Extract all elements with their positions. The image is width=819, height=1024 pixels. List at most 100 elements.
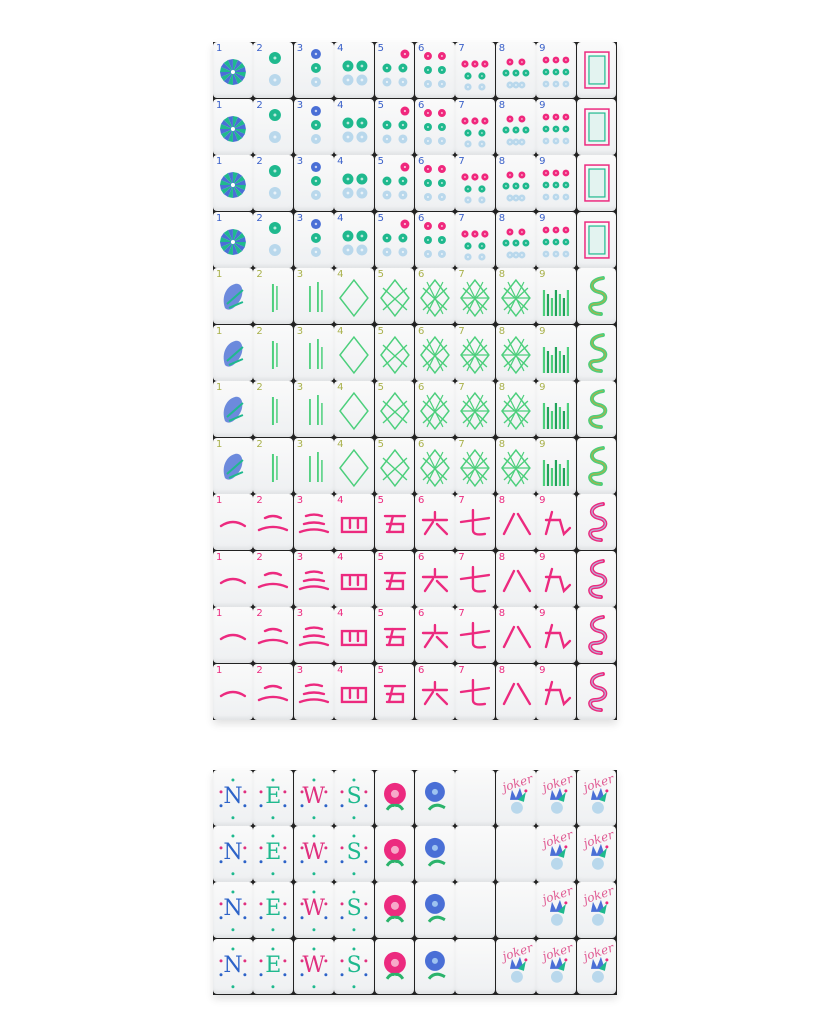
joker-tile[interactable]: joker — [495, 770, 536, 826]
joker-tile[interactable]: joker — [536, 826, 577, 882]
dots-9-tile[interactable]: 9 — [536, 211, 577, 268]
e-tile[interactable]: E — [253, 826, 294, 882]
e-tile[interactable]: E — [253, 770, 294, 826]
bamboo-2-tile[interactable]: 2 — [253, 381, 294, 437]
dots-9-tile[interactable]: 9 — [536, 155, 577, 211]
joker-tile[interactable]: joker — [576, 938, 617, 995]
dots-2-tile[interactable]: 2 — [253, 42, 294, 98]
pink-flower-tile[interactable] — [374, 826, 415, 882]
characters-3-tile[interactable]: 3 — [293, 494, 334, 550]
s-tile[interactable]: S — [334, 826, 375, 882]
s-tile[interactable]: S — [334, 938, 375, 995]
bamboo-6-tile[interactable]: 6 — [414, 268, 455, 324]
s-tile[interactable]: S — [334, 882, 375, 939]
bamboo-9-tile[interactable]: 9 — [536, 381, 577, 437]
bamboo-2-tile[interactable]: 2 — [253, 324, 294, 381]
characters-8-tile[interactable]: 8 — [495, 550, 536, 607]
bamboo-5-tile[interactable]: 5 — [374, 268, 415, 324]
w-tile[interactable]: W — [293, 882, 334, 939]
n-tile[interactable]: N — [213, 882, 253, 939]
joker-tile[interactable]: joker — [576, 826, 617, 882]
characters-3-tile[interactable]: 3 — [293, 550, 334, 607]
joker-tile[interactable]: joker — [576, 770, 617, 826]
characters-8-tile[interactable]: 8 — [495, 663, 536, 720]
bamboo-6-tile[interactable]: 6 — [414, 381, 455, 437]
joker-tile[interactable]: joker — [536, 938, 577, 995]
dots-4-tile[interactable]: 4 — [334, 98, 375, 155]
blank-tile[interactable] — [495, 826, 536, 882]
characters-7-tile[interactable]: 7 — [455, 607, 496, 663]
pink-flower-tile[interactable] — [374, 770, 415, 826]
dots-5-tile[interactable]: 5 — [374, 155, 415, 211]
bamboo-4-tile[interactable]: 4 — [334, 268, 375, 324]
bamboo-7-tile[interactable]: 7 — [455, 437, 496, 494]
dots-8-tile[interactable]: 8 — [495, 211, 536, 268]
blank-tile[interactable] — [455, 770, 496, 826]
characters-5-tile[interactable]: 5 — [374, 663, 415, 720]
blue-flower-tile[interactable] — [414, 770, 455, 826]
dots-7-tile[interactable]: 7 — [455, 42, 496, 98]
characters-5-tile[interactable]: 5 — [374, 494, 415, 550]
characters-3-tile[interactable]: 3 — [293, 663, 334, 720]
dots-2-tile[interactable]: 2 — [253, 155, 294, 211]
dots-1-tile[interactable]: 1 — [213, 211, 253, 268]
bamboo-5-tile[interactable]: 5 — [374, 437, 415, 494]
characters-9-tile[interactable]: 9 — [536, 494, 577, 550]
bamboo-3-tile[interactable]: 3 — [293, 381, 334, 437]
white-dragon-tile[interactable] — [576, 155, 617, 211]
blank-tile[interactable] — [455, 882, 496, 939]
dots-4-tile[interactable]: 4 — [334, 42, 375, 98]
dots-9-tile[interactable]: 9 — [536, 98, 577, 155]
characters-6-tile[interactable]: 6 — [414, 550, 455, 607]
characters-2-tile[interactable]: 2 — [253, 663, 294, 720]
characters-2-tile[interactable]: 2 — [253, 550, 294, 607]
n-tile[interactable]: N — [213, 826, 253, 882]
characters-6-tile[interactable]: 6 — [414, 607, 455, 663]
characters-8-tile[interactable]: 8 — [495, 607, 536, 663]
bamboo-3-tile[interactable]: 3 — [293, 268, 334, 324]
bamboo-2-tile[interactable]: 2 — [253, 437, 294, 494]
characters-7-tile[interactable]: 7 — [455, 663, 496, 720]
characters-9-tile[interactable]: 9 — [536, 663, 577, 720]
blue-flower-tile[interactable] — [414, 826, 455, 882]
w-tile[interactable]: W — [293, 938, 334, 995]
green-dragon-tile[interactable] — [576, 437, 617, 494]
characters-4-tile[interactable]: 4 — [334, 494, 375, 550]
characters-7-tile[interactable]: 7 — [455, 494, 496, 550]
joker-tile[interactable]: joker — [576, 882, 617, 939]
bamboo-7-tile[interactable]: 7 — [455, 381, 496, 437]
dots-3-tile[interactable]: 3 — [293, 211, 334, 268]
bamboo-8-tile[interactable]: 8 — [495, 437, 536, 494]
bamboo-4-tile[interactable]: 4 — [334, 324, 375, 381]
characters-7-tile[interactable]: 7 — [455, 550, 496, 607]
bamboo-4-tile[interactable]: 4 — [334, 437, 375, 494]
characters-4-tile[interactable]: 4 — [334, 607, 375, 663]
joker-tile[interactable]: joker — [495, 938, 536, 995]
dots-8-tile[interactable]: 8 — [495, 98, 536, 155]
red-dragon-tile[interactable] — [576, 550, 617, 607]
characters-4-tile[interactable]: 4 — [334, 550, 375, 607]
bamboo-5-tile[interactable]: 5 — [374, 324, 415, 381]
white-dragon-tile[interactable] — [576, 211, 617, 268]
w-tile[interactable]: W — [293, 826, 334, 882]
dots-2-tile[interactable]: 2 — [253, 98, 294, 155]
dots-5-tile[interactable]: 5 — [374, 211, 415, 268]
dots-3-tile[interactable]: 3 — [293, 155, 334, 211]
dots-3-tile[interactable]: 3 — [293, 42, 334, 98]
bamboo-6-tile[interactable]: 6 — [414, 324, 455, 381]
joker-tile[interactable]: joker — [536, 882, 577, 939]
characters-5-tile[interactable]: 5 — [374, 607, 415, 663]
bamboo-1-tile[interactable]: 1 — [213, 437, 253, 494]
white-dragon-tile[interactable] — [576, 98, 617, 155]
bamboo-1-tile[interactable]: 1 — [213, 324, 253, 381]
characters-9-tile[interactable]: 9 — [536, 607, 577, 663]
e-tile[interactable]: E — [253, 882, 294, 939]
green-dragon-tile[interactable] — [576, 268, 617, 324]
red-dragon-tile[interactable] — [576, 607, 617, 663]
dots-6-tile[interactable]: 6 — [414, 98, 455, 155]
characters-9-tile[interactable]: 9 — [536, 550, 577, 607]
pink-flower-tile[interactable] — [374, 882, 415, 939]
characters-6-tile[interactable]: 6 — [414, 663, 455, 720]
dots-3-tile[interactable]: 3 — [293, 98, 334, 155]
w-tile[interactable]: W — [293, 770, 334, 826]
